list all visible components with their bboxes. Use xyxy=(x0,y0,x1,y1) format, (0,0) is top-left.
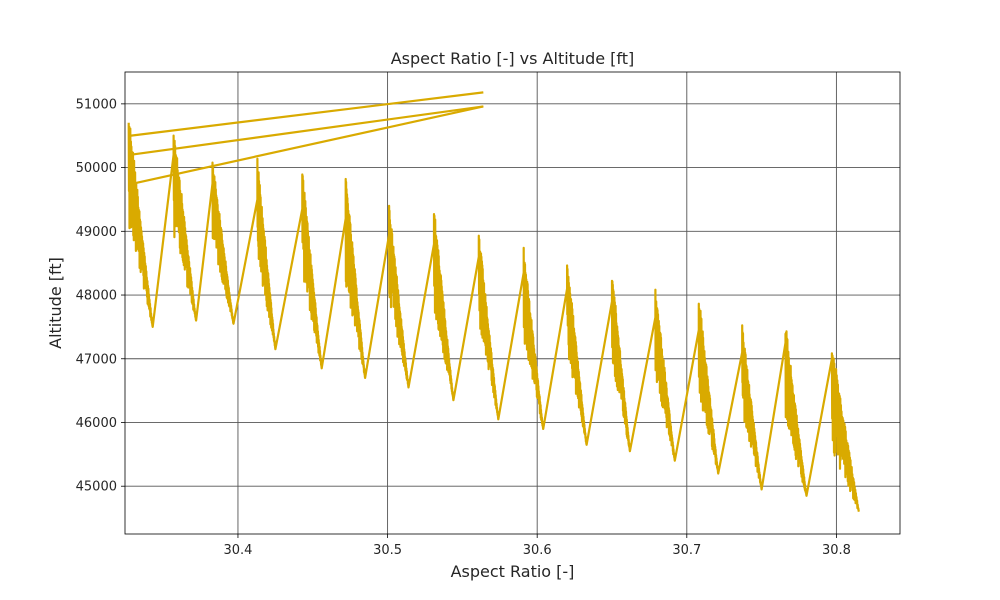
x-axis-label: Aspect Ratio [-] xyxy=(451,562,575,581)
series-return-line xyxy=(130,91,484,137)
plot-frame xyxy=(124,71,901,535)
x-tick-label: 30.4 xyxy=(223,543,252,558)
x-tick-label: 30.8 xyxy=(822,543,851,558)
x-tick-label: 30.7 xyxy=(672,543,701,558)
y-axis-label: Altitude [ft] xyxy=(46,257,65,349)
y-tick-label: 50000 xyxy=(76,161,117,176)
series-return-line xyxy=(130,105,484,156)
x-tick-label: 30.5 xyxy=(373,543,402,558)
y-tick-label: 47000 xyxy=(76,352,117,367)
plot-lines xyxy=(127,91,860,512)
plot-area xyxy=(125,72,900,534)
x-ticks: 30.4 30.5 30.6 30.7 30.8 xyxy=(223,534,851,558)
series-return-line xyxy=(132,105,484,185)
y-tick-label: 45000 xyxy=(76,480,117,495)
y-tick-label: 46000 xyxy=(76,416,117,431)
y-tick-label: 48000 xyxy=(76,289,117,304)
y-tick-label: 49000 xyxy=(76,225,117,240)
grid xyxy=(125,72,900,534)
series-line xyxy=(127,122,860,512)
chart-title: Aspect Ratio [-] vs Altitude [ft] xyxy=(391,49,635,68)
y-ticks: 45000 46000 47000 48000 49000 50000 51000 xyxy=(76,97,125,495)
y-tick-label: 51000 xyxy=(76,97,117,112)
x-tick-label: 30.6 xyxy=(523,543,552,558)
